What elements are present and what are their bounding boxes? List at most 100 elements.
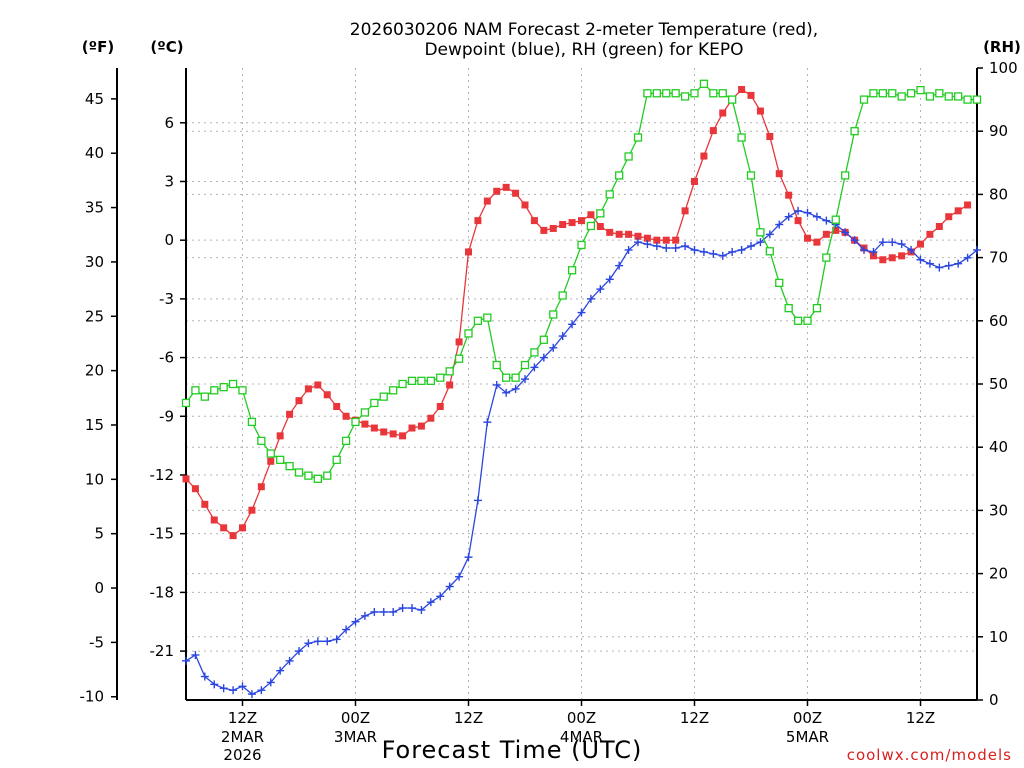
temperature-point bbox=[756, 107, 764, 115]
temperature-point bbox=[248, 506, 256, 514]
rh-point bbox=[530, 348, 539, 357]
rh-point bbox=[662, 89, 671, 98]
rh-point bbox=[652, 89, 661, 98]
temperature-point bbox=[578, 217, 585, 225]
dewpoint-point bbox=[652, 242, 661, 251]
dewpoint-point bbox=[615, 261, 624, 270]
rh-point bbox=[181, 398, 191, 408]
rh-point bbox=[718, 89, 727, 98]
dewpoint-point bbox=[784, 212, 793, 221]
temperature-point bbox=[540, 226, 548, 234]
rh-point bbox=[737, 133, 746, 142]
fahrenheit-unit-label: (ºF) bbox=[82, 38, 114, 56]
rh-point bbox=[370, 398, 379, 408]
temperature-point bbox=[672, 236, 680, 244]
dewpoint-point bbox=[200, 672, 209, 681]
rh-point bbox=[756, 228, 765, 237]
credit-text: coolwx.com/models bbox=[847, 746, 1012, 764]
dewpoint-point bbox=[794, 206, 803, 215]
temperature-point bbox=[182, 475, 190, 483]
dewpoint-point bbox=[747, 242, 755, 251]
rh-point bbox=[558, 291, 567, 300]
dewpoint-point bbox=[464, 553, 473, 562]
dewpoint-point bbox=[539, 353, 548, 362]
dewpoint-point bbox=[596, 285, 605, 294]
temperature-point bbox=[691, 177, 698, 185]
rh-line bbox=[185, 82, 977, 480]
rh-point bbox=[313, 474, 322, 483]
rh-point bbox=[445, 367, 454, 376]
time-tick-label: 00Z bbox=[793, 709, 822, 727]
fahrenheit-tick-label: 35 bbox=[85, 199, 104, 217]
rh-point bbox=[859, 95, 869, 104]
temperature-point bbox=[276, 432, 284, 440]
dewpoint-point bbox=[351, 617, 360, 626]
rh-tick-label: 80 bbox=[989, 185, 1008, 203]
dewpoint-point bbox=[935, 263, 944, 272]
dewpoint-point bbox=[426, 598, 435, 607]
rh-point bbox=[925, 92, 935, 101]
dewpoint-point bbox=[699, 247, 708, 256]
rh-point bbox=[549, 310, 558, 319]
dewpoint-point bbox=[511, 384, 520, 393]
rh-point bbox=[643, 89, 652, 98]
fahrenheit-tick-label: 20 bbox=[85, 362, 104, 380]
temperature-point bbox=[653, 236, 661, 244]
rh-point bbox=[247, 417, 257, 427]
dewpoint-point bbox=[973, 245, 981, 254]
temperature-point bbox=[483, 197, 491, 205]
rh-series bbox=[181, 79, 982, 483]
dewpoint-point bbox=[295, 647, 303, 656]
dewpoint-point bbox=[718, 251, 727, 260]
rh-point bbox=[680, 92, 690, 101]
fahrenheit-tick-label: 45 bbox=[85, 90, 104, 108]
dewpoint-point bbox=[662, 244, 671, 253]
dewpoint-point bbox=[671, 244, 680, 253]
fahrenheit-tick-label: -10 bbox=[80, 688, 105, 706]
dewpoint-point bbox=[266, 678, 275, 687]
dewpoint-point bbox=[605, 275, 614, 284]
dewpoint-point bbox=[360, 611, 369, 620]
dewpoint-point bbox=[445, 582, 454, 591]
temperature-point bbox=[446, 381, 454, 389]
dewpoint-point bbox=[210, 680, 219, 689]
data-series bbox=[181, 79, 982, 699]
fahrenheit-tick-label: 40 bbox=[85, 144, 104, 162]
rh-point bbox=[803, 316, 812, 325]
temperature-point bbox=[239, 524, 246, 532]
x-axis-title: Forecast Time (UTC) bbox=[382, 736, 643, 764]
time-tick-date: 4MAR bbox=[560, 728, 603, 746]
temperature-line bbox=[185, 88, 968, 537]
dewpoint-point bbox=[690, 245, 699, 254]
rh-tick-label: 0 bbox=[989, 691, 999, 709]
temperature-point bbox=[917, 240, 924, 248]
rh-point bbox=[332, 455, 341, 464]
dewpoint-point bbox=[398, 604, 407, 613]
temperature-point bbox=[323, 391, 331, 399]
temperature-point bbox=[709, 127, 717, 135]
dewpoint-point bbox=[370, 607, 379, 616]
rh-point bbox=[323, 471, 332, 480]
rh-tick-label: 10 bbox=[989, 628, 1008, 646]
rh-point bbox=[972, 95, 982, 104]
temperature-point bbox=[408, 424, 416, 432]
temperature-point bbox=[389, 430, 397, 438]
temperature-point bbox=[455, 338, 463, 346]
rh-point bbox=[379, 392, 388, 401]
temperature-point bbox=[267, 457, 275, 465]
dewpoint-point bbox=[417, 605, 426, 614]
temperature-point bbox=[201, 500, 209, 508]
dewpoint-point bbox=[238, 682, 247, 691]
dewpoint-point bbox=[455, 572, 464, 581]
rh-tick-label: 30 bbox=[989, 501, 1008, 519]
rh-point bbox=[850, 127, 859, 136]
celsius-tick-label: -12 bbox=[150, 466, 175, 484]
temperature-point bbox=[964, 201, 972, 209]
rh-point bbox=[812, 304, 822, 313]
rh-point bbox=[954, 92, 963, 101]
dewpoint-point bbox=[577, 308, 586, 317]
temperature-point bbox=[766, 132, 774, 140]
rh-point bbox=[897, 92, 906, 101]
dewpoint-point bbox=[897, 240, 906, 249]
rh-point bbox=[605, 190, 614, 199]
